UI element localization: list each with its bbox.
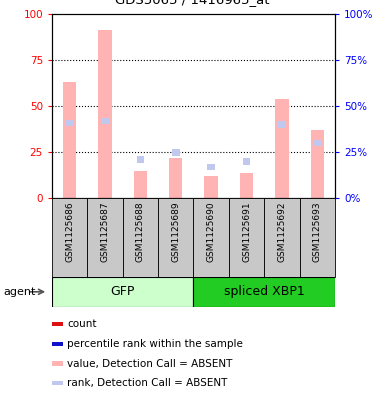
- Bar: [264, 198, 300, 277]
- Text: percentile rank within the sample: percentile rank within the sample: [67, 339, 243, 349]
- Text: rank, Detection Call = ABSENT: rank, Detection Call = ABSENT: [67, 378, 228, 388]
- Text: GSM1125689: GSM1125689: [171, 202, 180, 262]
- Bar: [169, 158, 182, 198]
- Text: agent: agent: [4, 287, 36, 297]
- Text: GSM1125691: GSM1125691: [242, 202, 251, 262]
- Text: value, Detection Call = ABSENT: value, Detection Call = ABSENT: [67, 358, 233, 369]
- Bar: [137, 156, 144, 163]
- Text: spliced XBP1: spliced XBP1: [224, 285, 305, 298]
- Bar: [311, 130, 324, 198]
- Bar: [275, 99, 289, 198]
- Bar: [52, 322, 63, 326]
- Bar: [313, 140, 321, 146]
- Text: GFP: GFP: [110, 285, 135, 298]
- Text: GSM1125690: GSM1125690: [207, 202, 216, 262]
- Bar: [172, 149, 180, 156]
- Bar: [98, 30, 112, 198]
- Bar: [207, 164, 215, 170]
- Bar: [52, 342, 63, 346]
- Text: GDS5065 / 1416965_at: GDS5065 / 1416965_at: [115, 0, 270, 6]
- Text: GSM1125688: GSM1125688: [136, 202, 145, 262]
- Bar: [52, 277, 193, 307]
- Bar: [101, 118, 109, 124]
- Bar: [229, 198, 264, 277]
- Bar: [87, 198, 123, 277]
- Bar: [158, 198, 193, 277]
- Text: count: count: [67, 319, 97, 329]
- Bar: [193, 277, 335, 307]
- Bar: [52, 362, 63, 365]
- Bar: [193, 198, 229, 277]
- Text: GSM1125693: GSM1125693: [313, 202, 322, 262]
- Bar: [204, 176, 218, 198]
- Bar: [66, 119, 74, 126]
- Bar: [300, 198, 335, 277]
- Text: GSM1125686: GSM1125686: [65, 202, 74, 262]
- Bar: [63, 82, 76, 198]
- Text: GSM1125687: GSM1125687: [100, 202, 110, 262]
- Bar: [134, 171, 147, 198]
- Bar: [240, 173, 253, 198]
- Bar: [278, 121, 286, 128]
- Bar: [52, 198, 87, 277]
- Text: GSM1125692: GSM1125692: [277, 202, 286, 262]
- Bar: [123, 198, 158, 277]
- Bar: [243, 158, 250, 165]
- Bar: [52, 381, 63, 385]
